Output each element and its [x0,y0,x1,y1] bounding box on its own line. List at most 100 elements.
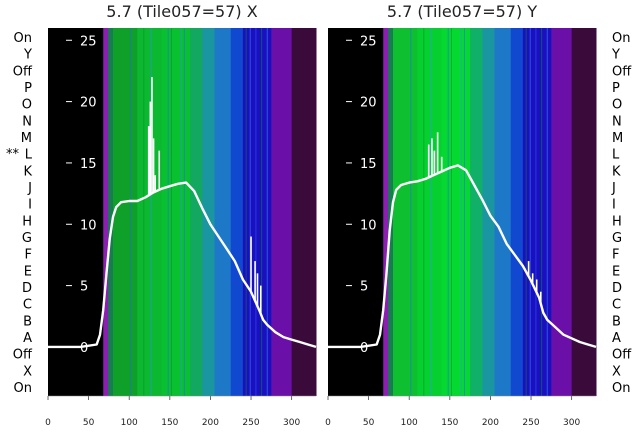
row-label: E [612,264,620,279]
heatmap-band [161,28,191,396]
y-tick-label: 25 [360,34,377,49]
row-label: On [14,31,32,46]
row-label: C [23,298,32,313]
left-marker: ** [6,147,20,162]
y-tick-label: 20 [360,96,377,111]
x-tick-label: 200 [202,418,219,428]
row-label: H [612,214,622,229]
row-label: A [23,331,32,346]
row-label: M [21,131,32,146]
row-label: P [24,81,32,96]
heatmap-band [441,28,471,396]
row-label: C [612,298,621,313]
x-tick-label: 50 [83,418,95,428]
x-tick-label: 50 [363,418,375,428]
y-tick-label: 5 [80,280,88,295]
row-label: H [22,214,32,229]
heatmap-band [103,28,109,396]
row-label: K [23,164,32,179]
heatmap-band [470,28,483,396]
x-tick-label: 300 [283,418,300,428]
trace-line [48,181,317,349]
row-label: On [612,381,630,396]
x-tick-label: 100 [121,418,138,428]
heatmap-streaks [410,28,548,396]
heatmap-band [230,28,244,396]
trace-spikes [147,77,262,315]
heatmap-band [112,28,138,396]
trace-spikes [427,132,542,304]
y-tick-label: 25 [80,34,97,49]
heatmap-band [383,28,389,396]
row-label: P [612,81,620,96]
row-label: J [27,181,32,196]
x-tick-label: 0 [325,418,331,428]
row-label: On [612,31,630,46]
x-tick-label: 200 [482,418,499,428]
row-label: N [22,114,32,129]
row-label: B [23,314,32,329]
row-label: Off [13,64,33,79]
heatmap-band [137,28,163,396]
x-tick-label: 0 [45,418,51,428]
row-label: E [24,264,32,279]
row-label: J [611,181,616,196]
row-label: K [612,164,621,179]
y-tick-label: 10 [360,218,377,233]
row-label: Off [612,64,632,79]
row-label: N [612,114,622,129]
y-axis: 0 5 10 15 20 25 [346,34,377,356]
y-tick-label: 10 [80,218,97,233]
row-label: On [14,381,32,396]
y-tick-label: 5 [360,280,368,295]
x-tick-label: 300 [563,418,580,428]
panel-x-title: 5.7 (Tile057=57) X [106,2,257,21]
y-tick-label: 20 [80,96,97,111]
row-label: Off [612,348,632,363]
y-tick-label: 0 [360,341,368,356]
row-label: Y [611,48,620,63]
row-label: G [612,231,622,246]
row-label: Y [23,48,32,63]
row-label: I [28,198,32,213]
row-label: O [22,98,32,113]
x-tick-label: 150 [161,418,178,428]
y-axis: 0 5 10 15 20 25 [66,34,97,356]
heatmap-band [571,28,597,396]
row-label: X [23,364,32,379]
x-tick-label: 250 [242,418,259,428]
row-label: D [612,281,622,296]
heatmap-band [551,28,573,396]
row-label: A [612,331,621,346]
x-tick-label: 150 [441,418,458,428]
heatmap-band [202,28,215,396]
row-label: G [22,231,32,246]
heatmap-band [214,28,232,396]
y-tick-label: 0 [80,341,88,356]
row-label: X [612,364,621,379]
trace-line [328,164,597,349]
heatmap-band [271,28,293,396]
heatmap-streaks [130,28,268,396]
heatmap-band [510,28,524,396]
row-label: L [612,148,620,163]
heatmap-band [328,28,384,396]
heatmap-band [190,28,203,396]
row-label: L [25,148,33,163]
y-tick-label: 15 [360,157,377,172]
heatmap-band [494,28,512,396]
row-label: M [612,131,623,146]
heatmap-band [392,28,418,396]
y-tick-label: 15 [80,157,97,172]
row-label: O [612,98,622,113]
x-tick-label: 100 [401,418,418,428]
x-axis: 0 50 100 150 200 250 300 [45,396,300,428]
x-axis: 0 50 100 150 200 250 300 [325,396,580,428]
panel-y: 5.7 (Tile057=57) Y 0 5 10 15 20 25 0 50 100 150 20… [325,2,597,428]
row-label: F [25,248,32,263]
heatmap-band [291,28,317,396]
panel-y-title: 5.7 (Tile057=57) Y [387,2,537,21]
